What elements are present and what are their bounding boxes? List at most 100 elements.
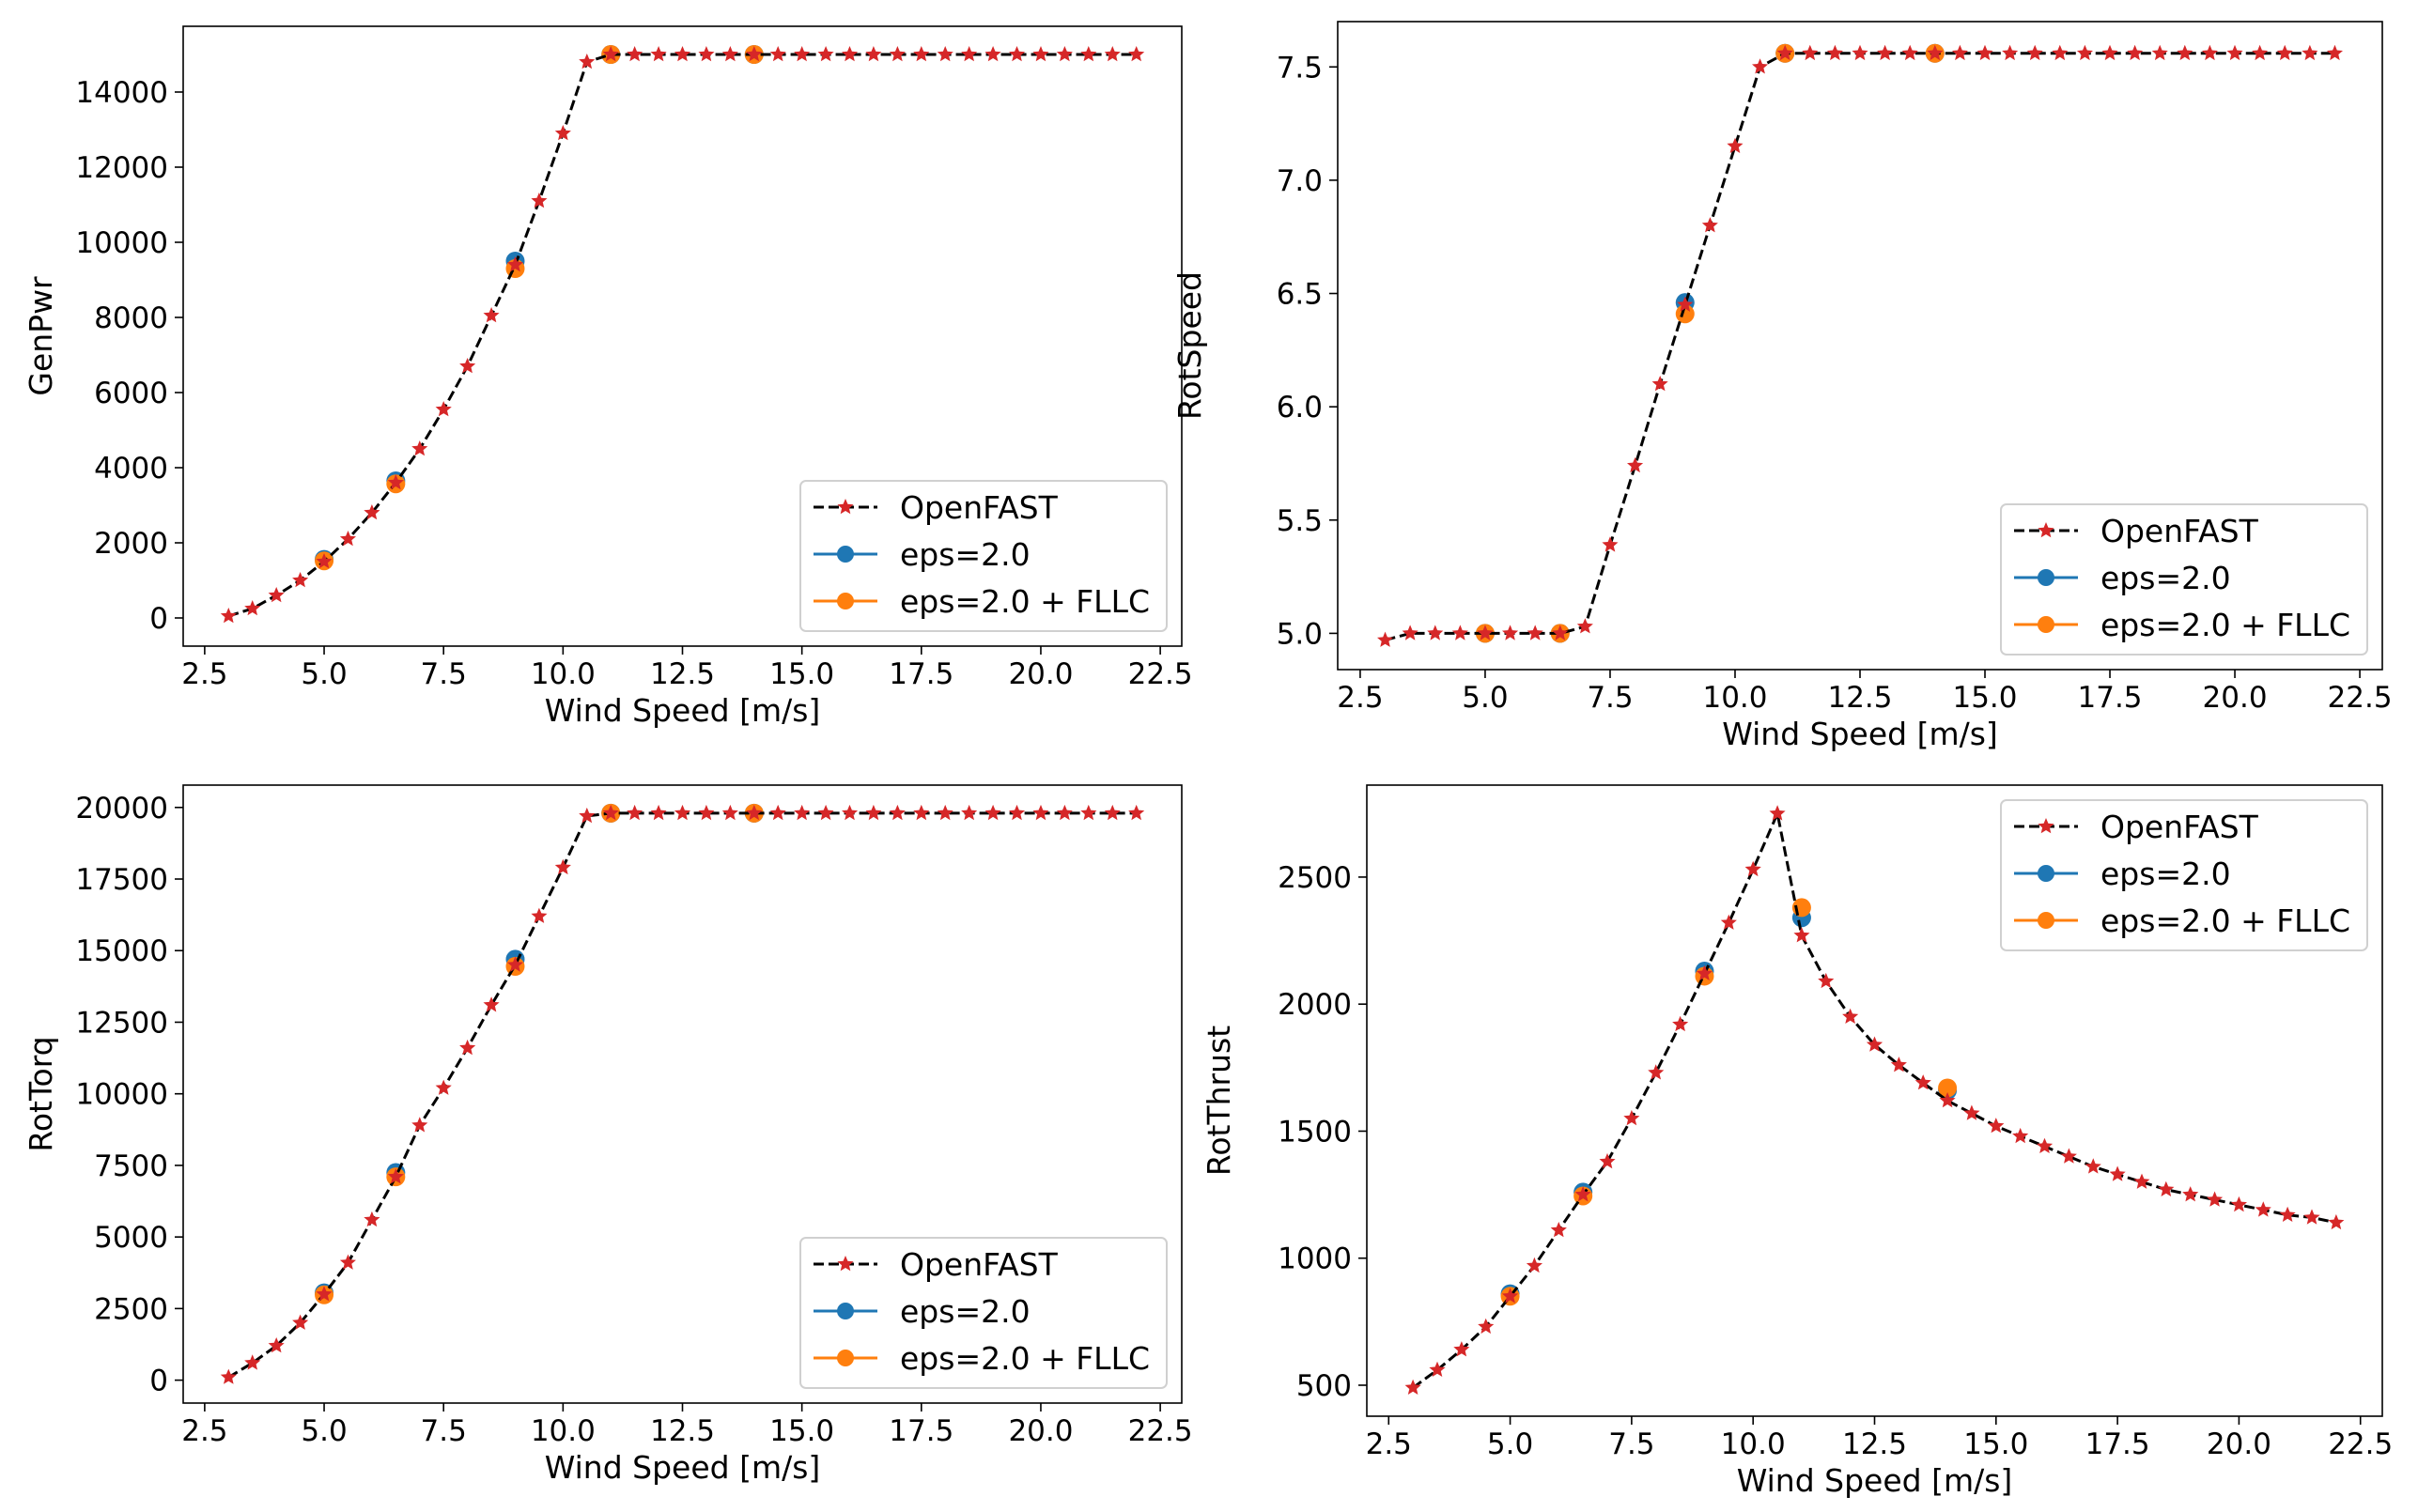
data-point-openfast bbox=[411, 1117, 428, 1133]
x-tick-label: 17.5 bbox=[2078, 681, 2143, 715]
data-point-openfast bbox=[2133, 1173, 2150, 1189]
data-point-openfast bbox=[2230, 1196, 2247, 1212]
data-point-openfast bbox=[937, 804, 953, 821]
plot-area bbox=[220, 803, 1145, 1384]
y-tick-label: 2500 bbox=[1278, 861, 1352, 895]
y-tick-label: 5000 bbox=[94, 1221, 168, 1255]
data-point-openfast bbox=[435, 401, 452, 417]
data-point-openfast bbox=[1927, 44, 1944, 61]
legend-label: eps=2.0 bbox=[2100, 856, 2231, 892]
legend-label: OpenFAST bbox=[2100, 513, 2259, 549]
data-point-openfast bbox=[1451, 625, 1468, 640]
data-point-openfast bbox=[1776, 44, 1793, 61]
data-point-openfast bbox=[435, 1079, 452, 1095]
y-tick-label: 500 bbox=[1296, 1369, 1352, 1403]
data-point-openfast bbox=[721, 46, 738, 62]
data-point-openfast bbox=[913, 46, 930, 62]
data-point-openfast bbox=[889, 804, 906, 821]
y-tick-label: 6.5 bbox=[1277, 278, 1323, 312]
x-tick-label: 10.0 bbox=[1702, 681, 1767, 715]
y-tick-label: 7.5 bbox=[1277, 51, 1323, 85]
y-tick-label: 10000 bbox=[75, 226, 168, 260]
data-point-openfast bbox=[1769, 805, 1786, 821]
data-point-openfast bbox=[506, 956, 523, 972]
data-point-openfast bbox=[292, 1314, 309, 1330]
legend-label: eps=2.0 + FLLC bbox=[900, 583, 1150, 620]
x-axis-label: Wind Speed [m/s] bbox=[1737, 1462, 2013, 1499]
data-point-openfast bbox=[961, 46, 978, 62]
legend-label: eps=2.0 bbox=[2100, 560, 2231, 596]
legend-marker-circle bbox=[2038, 912, 2054, 929]
data-point-openfast bbox=[1526, 1257, 1542, 1273]
plot-area bbox=[220, 45, 1145, 624]
data-point-openfast bbox=[2226, 44, 2243, 61]
data-point-openfast bbox=[411, 440, 428, 456]
data-point-openfast bbox=[1032, 46, 1049, 62]
legend-marker-circle bbox=[837, 1303, 854, 1319]
data-point-openfast bbox=[698, 804, 715, 821]
axes-frame bbox=[182, 784, 1183, 1404]
legend: OpenFAST eps=2.0 eps=2.0 + FLLC bbox=[2000, 503, 2368, 656]
data-point-openfast bbox=[2252, 44, 2269, 61]
data-point-openfast bbox=[1402, 625, 1418, 640]
data-point-openfast bbox=[1623, 1109, 1640, 1126]
data-point-openfast bbox=[2158, 1180, 2175, 1196]
data-point-openfast bbox=[1842, 1008, 1859, 1024]
chart-rottorq: 2.5 5.0 7.5 10.0 12.5 15.0 17.5 20.0 22.5 0 2500 50… bbox=[23, 784, 1193, 1486]
data-point-openfast bbox=[1478, 1318, 1495, 1335]
y-tick-label: 15000 bbox=[75, 934, 168, 968]
data-point-openfast bbox=[1826, 44, 1843, 61]
data-point-openfast bbox=[769, 804, 786, 821]
data-point-eps-fllc bbox=[1675, 304, 1695, 324]
data-point-openfast bbox=[2302, 44, 2318, 61]
data-point-openfast bbox=[889, 46, 906, 62]
legend-marker-star bbox=[2038, 818, 2054, 834]
x-tick-label: 10.0 bbox=[1721, 1427, 1786, 1461]
axes-frame bbox=[1366, 784, 2383, 1417]
data-point-openfast bbox=[1429, 1361, 1446, 1377]
data-point-openfast bbox=[2279, 1206, 2296, 1222]
data-point-openfast bbox=[2182, 1186, 2199, 1202]
data-point-openfast bbox=[746, 804, 763, 821]
legend-marker-circle bbox=[2038, 865, 2054, 882]
x-tick-label: 5.0 bbox=[1487, 1427, 1533, 1461]
legend-label: OpenFAST bbox=[2100, 809, 2259, 845]
y-axis-label: GenPwr bbox=[23, 276, 59, 396]
data-point-openfast bbox=[1744, 860, 1761, 877]
legend-label: eps=2.0 bbox=[900, 1293, 1031, 1330]
data-point-openfast bbox=[339, 531, 356, 547]
plot-area bbox=[1377, 43, 2343, 647]
x-tick-label: 2.5 bbox=[1366, 1427, 1412, 1461]
x-tick-label: 15.0 bbox=[769, 1414, 834, 1448]
data-point-openfast bbox=[579, 807, 596, 824]
x-tick-label: 2.5 bbox=[181, 1414, 227, 1448]
data-point-openfast bbox=[316, 553, 333, 569]
data-point-openfast bbox=[1976, 44, 1993, 61]
x-tick-label: 15.0 bbox=[769, 657, 834, 691]
data-point-openfast bbox=[2207, 1191, 2224, 1207]
data-point-openfast bbox=[842, 46, 859, 62]
data-point-openfast bbox=[2303, 1209, 2320, 1225]
data-point-openfast bbox=[1550, 1222, 1567, 1238]
data-point-openfast bbox=[2276, 44, 2293, 61]
x-tick-label: 15.0 bbox=[1952, 681, 2017, 715]
x-tick-label: 10.0 bbox=[531, 1414, 596, 1448]
axes-frame bbox=[182, 25, 1183, 647]
chart-genpwr: 2.5 5.0 7.5 10.0 12.5 15.0 17.5 20.0 22.5 0 2000 40… bbox=[23, 25, 1193, 729]
x-tick-label: 20.0 bbox=[2207, 1427, 2271, 1461]
data-point-openfast bbox=[1080, 46, 1097, 62]
data-point-openfast bbox=[2002, 44, 2019, 61]
data-point-openfast bbox=[2328, 1213, 2345, 1230]
data-point-openfast bbox=[483, 996, 500, 1012]
legend-marker-circle bbox=[2038, 569, 2054, 586]
data-point-openfast bbox=[268, 587, 285, 603]
x-tick-label: 7.5 bbox=[421, 1414, 467, 1448]
legend-label: eps=2.0 + FLLC bbox=[2100, 607, 2350, 643]
data-point-openfast bbox=[1852, 44, 1868, 61]
data-point-openfast bbox=[364, 504, 380, 520]
legend-label: eps=2.0 + FLLC bbox=[900, 1340, 1150, 1377]
data-point-openfast bbox=[244, 1354, 261, 1370]
data-point-openfast bbox=[1677, 296, 1694, 312]
y-tick-label: 0 bbox=[149, 1365, 168, 1398]
data-point-openfast bbox=[1056, 46, 1073, 62]
